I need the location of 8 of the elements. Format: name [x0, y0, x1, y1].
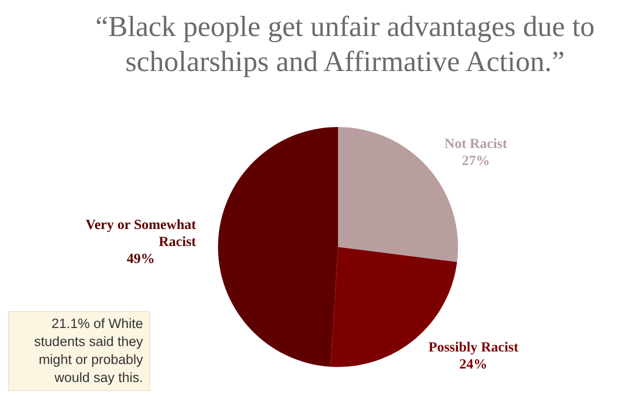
slice-label: Possibly Racist	[428, 340, 519, 356]
slice-label: Very or Somewhat Racist	[86, 218, 196, 250]
data-label: 24%	[459, 358, 488, 373]
text: 21.1% of White students said they might or probably would say this.	[8, 311, 150, 391]
data-label: 49%	[126, 252, 155, 268]
chart-title: “Black people get unfair advantages due to scholarships and Affirmative Action.”	[94, 10, 596, 80]
data-label: 27%	[462, 154, 490, 170]
slice-label: Not Racist	[444, 137, 508, 152]
